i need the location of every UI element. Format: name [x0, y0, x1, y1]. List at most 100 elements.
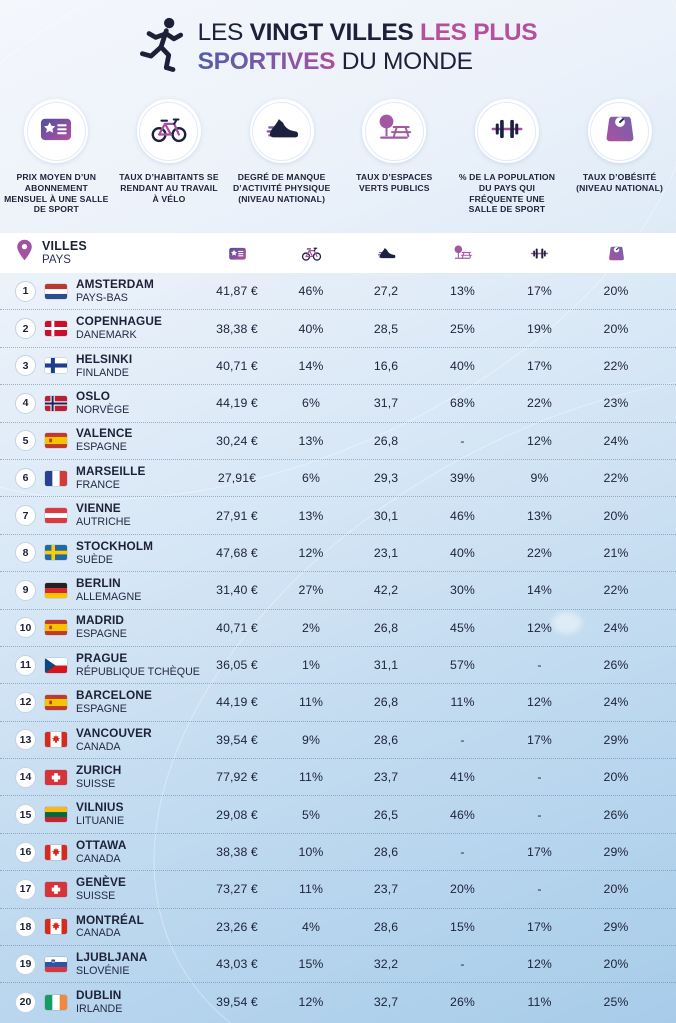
rank-badge: 6 [15, 467, 36, 489]
value-cell: 44,19 € [216, 396, 258, 411]
value-cell: 40% [450, 545, 475, 560]
park-icon [375, 110, 413, 153]
legend-label: TAUX D’ESPACES VERTS PUBLICS [356, 172, 433, 193]
table-row: 4 OSLO NORVÈGE 44,19 € 6% 31,7 68% 22% 23% [0, 385, 676, 423]
value-cell: 25% [450, 321, 475, 336]
value-cell: 42,2 [373, 583, 399, 598]
value-cell: 47,68 € [216, 545, 258, 560]
value-cell: 23,7 [373, 882, 399, 897]
rank-badge: 16 [15, 841, 36, 863]
value-cell: 20% [603, 882, 629, 897]
legend-item: % DE LA POPULATION DU PAYS QUI FRÉQUENTE… [451, 99, 564, 215]
flag-nl-icon [45, 283, 67, 299]
rank-badge: 5 [15, 430, 36, 452]
value-cell: 26,8 [373, 433, 399, 448]
value-cell: 46% [298, 284, 324, 299]
table-row: 1 AMSTERDAM PAYS-BAS 41,87 € 46% 27,2 13% 17% 20… [0, 273, 676, 311]
title-bold: VINGT VILLES [249, 19, 414, 46]
membership-card-icon [37, 110, 75, 153]
table-row: 6 MARSEILLE FRANCE 27,91€ 6% 29,3 39% 9% 22% [0, 460, 676, 498]
rank-badge: 7 [15, 505, 36, 527]
city-cell: 11 PRAGUE RÉPUBLIQUE TCHÈQUE [0, 650, 200, 679]
value-cell: 22% [603, 358, 629, 373]
city-country: COPENHAGUE DANEMARK [76, 314, 162, 342]
value-cell: 46% [450, 508, 475, 523]
value-cell: - [537, 658, 542, 673]
country-name: FINLANDE [76, 366, 129, 379]
flag-fr-icon [45, 470, 67, 486]
rank-badge: 10 [15, 617, 36, 639]
value-cell: 17% [527, 845, 552, 860]
value-cell: 12% [527, 957, 552, 972]
value-cell: 11% [527, 995, 552, 1010]
value-cell: 24% [603, 695, 629, 710]
city-name: MADRID [76, 613, 125, 628]
rank-badge: 3 [15, 355, 36, 377]
value-cell: 20% [603, 957, 629, 972]
legend-icon-circle [249, 99, 314, 163]
country-name: SUISSE [76, 777, 116, 790]
membership-card-icon [200, 243, 274, 264]
city-name: VIENNE [76, 501, 121, 516]
value-cell: 31,1 [373, 658, 399, 673]
value-cell: 16,6 [373, 358, 399, 373]
value-cell: 26% [603, 658, 629, 673]
city-cell: 7 VIENNE AUTRICHE [0, 501, 200, 529]
country-name: AUTRICHE [76, 516, 131, 529]
legend-label: % DE LA POPULATION DU PAYS QUI FRÉQUENTE… [458, 172, 556, 215]
value-cell: 38,38 € [216, 321, 258, 336]
legend-label: PRIX MOYEN D’UN ABONNEMENT MENSUEL À UNE… [4, 172, 109, 215]
value-cell: 27,91 € [216, 508, 258, 523]
city-name: GENÈVE [76, 875, 127, 890]
legend-icon-circle [587, 99, 652, 163]
table-row: 12 BARCELONE ESPAGNE 44,19 € 11% 26,8 11% 12% 24… [0, 684, 676, 722]
table-row: 7 VIENNE AUTRICHE 27,91 € 13% 30,1 46% 13% 20% [0, 497, 676, 535]
rank-badge: 11 [15, 654, 36, 676]
value-cell: 24% [603, 433, 629, 448]
value-cell: 32,7 [373, 995, 399, 1010]
country-name: SUISSE [76, 890, 116, 903]
value-cell: 23,7 [373, 770, 399, 785]
value-cell: 28,6 [373, 919, 399, 934]
rank-badge: 14 [15, 766, 36, 788]
city-cell: 16 OTTAWA CANADA [0, 838, 200, 866]
value-cell: 6% [302, 471, 320, 486]
country-name: CANADA [76, 852, 121, 865]
city-cell: 13 VANCOUVER CANADA [0, 726, 200, 754]
table-row: 5 VALENCE ESPAGNE 30,24 € 13% 26,8 - 12% 24% [0, 423, 676, 460]
country-name: FRANCE [76, 478, 120, 491]
runner-icon [139, 16, 185, 78]
map-pin-icon [16, 239, 33, 266]
city-name: HELSINKI [76, 351, 133, 366]
flag-cz-icon [45, 657, 67, 673]
value-cell: 11% [450, 695, 475, 710]
dumbbell-icon [501, 243, 578, 264]
value-cell: 29,08 € [216, 807, 258, 822]
value-cell: 28,5 [373, 321, 399, 336]
value-cell: 40% [450, 358, 475, 373]
value-cell: 15% [298, 957, 324, 972]
value-cell: - [460, 732, 465, 747]
country-name: ESPAGNE [76, 628, 127, 641]
value-cell: 12% [298, 545, 324, 560]
flag-ca-icon [45, 844, 67, 860]
country-name: NORVÈGE [76, 404, 130, 416]
city-country: VIENNE AUTRICHE [76, 501, 131, 529]
value-cell: - [537, 770, 542, 785]
column-title-villes: VILLES [42, 238, 87, 253]
value-cell: 21% [603, 545, 629, 560]
value-cell: 31,7 [373, 396, 399, 411]
rank-badge: 2 [15, 318, 36, 340]
city-cell: 4 OSLO NORVÈGE [0, 389, 200, 417]
value-cell: 20% [603, 770, 629, 785]
ranking-table-body: 1 AMSTERDAM PAYS-BAS 41,87 €46% 27,2 13% 17% 20… [0, 273, 676, 1021]
value-cell: 14% [298, 358, 324, 373]
city-name: STOCKHOLM [76, 538, 154, 553]
value-cell: 17% [527, 732, 552, 747]
city-name: PRAGUE [76, 650, 128, 665]
scale-icon [601, 110, 639, 153]
country-name: ESPAGNE [76, 703, 127, 716]
value-cell: - [460, 433, 465, 448]
table-header-cities: VILLES PAYS [0, 239, 200, 268]
value-cell: 45% [450, 620, 475, 635]
